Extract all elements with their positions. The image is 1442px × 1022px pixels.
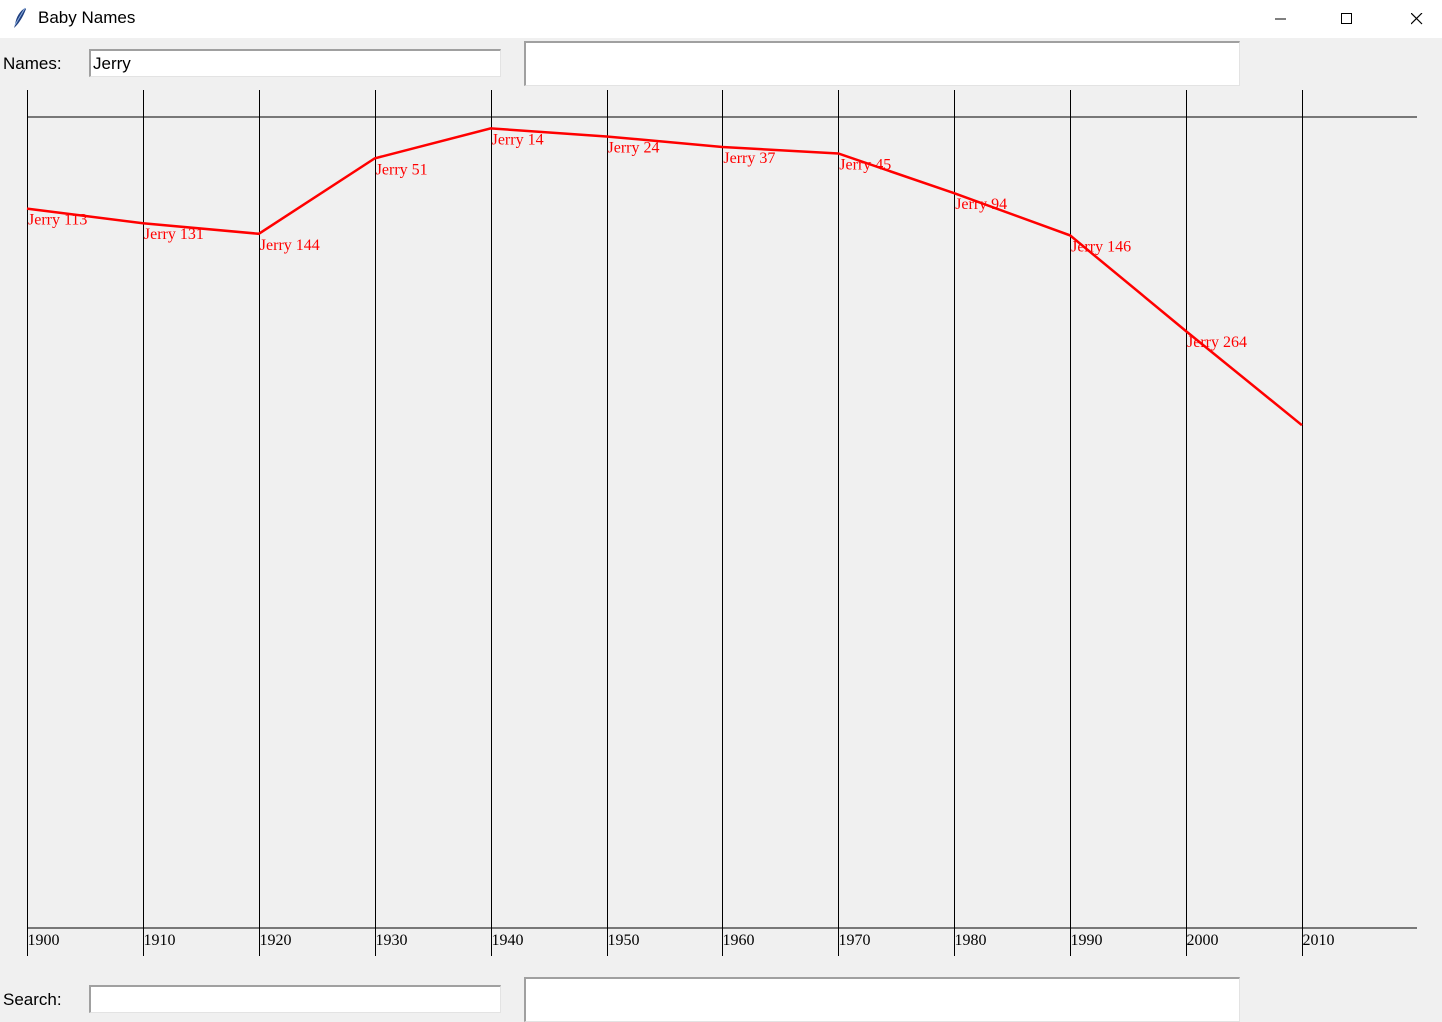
tick-label-1920: 1920 — [260, 932, 292, 949]
data-label: Jerry 14 — [492, 131, 544, 148]
tick-label-1980: 1980 — [955, 932, 987, 949]
tick-label-2000: 2000 — [1187, 932, 1219, 949]
tick-label-1930: 1930 — [376, 932, 408, 949]
data-label: Jerry 146 — [1071, 238, 1131, 255]
search-label: Search: — [3, 990, 62, 1010]
tick-label-1900: 1900 — [28, 932, 60, 949]
data-label: Jerry 45 — [839, 156, 891, 173]
names-label: Names: — [3, 54, 62, 74]
data-label: Jerry 131 — [144, 226, 204, 243]
name-rank-chart: 1900 1910 1920 1930 1940 1950 1960 1970 1980 1990… — [0, 86, 1442, 964]
data-label: Jerry 24 — [608, 139, 660, 156]
feather-icon — [12, 7, 28, 34]
close-button[interactable] — [1384, 0, 1442, 38]
data-label: Jerry 144 — [260, 237, 320, 254]
search-input[interactable] — [89, 985, 501, 1013]
tick-label-1950: 1950 — [608, 932, 640, 949]
data-label: Jerry 94 — [955, 196, 1007, 213]
window-title: Baby Names — [38, 8, 135, 28]
tick-label-1960: 1960 — [723, 932, 755, 949]
tick-label-1970: 1970 — [839, 932, 871, 949]
data-label: Jerry 113 — [28, 212, 87, 229]
names-input[interactable] — [89, 49, 501, 77]
maximize-button[interactable] — [1314, 0, 1380, 38]
tick-label-2010: 2010 — [1303, 932, 1335, 949]
maximize-icon — [1341, 13, 1353, 25]
tick-label-1940: 1940 — [492, 932, 524, 949]
data-label: Jerry 51 — [376, 161, 428, 178]
title-bar: Baby Names — [0, 0, 1442, 38]
series-line-jerry — [27, 128, 1302, 425]
data-label: Jerry 264 — [1187, 334, 1247, 351]
names-results-box[interactable] — [524, 41, 1240, 86]
search-results-box[interactable] — [524, 977, 1240, 1022]
data-label: Jerry 37 — [723, 150, 775, 167]
close-icon — [1411, 13, 1423, 25]
minimize-icon — [1275, 13, 1287, 25]
minimize-button[interactable] — [1248, 0, 1314, 38]
tick-label-1990: 1990 — [1071, 932, 1103, 949]
tick-label-1910: 1910 — [144, 932, 176, 949]
